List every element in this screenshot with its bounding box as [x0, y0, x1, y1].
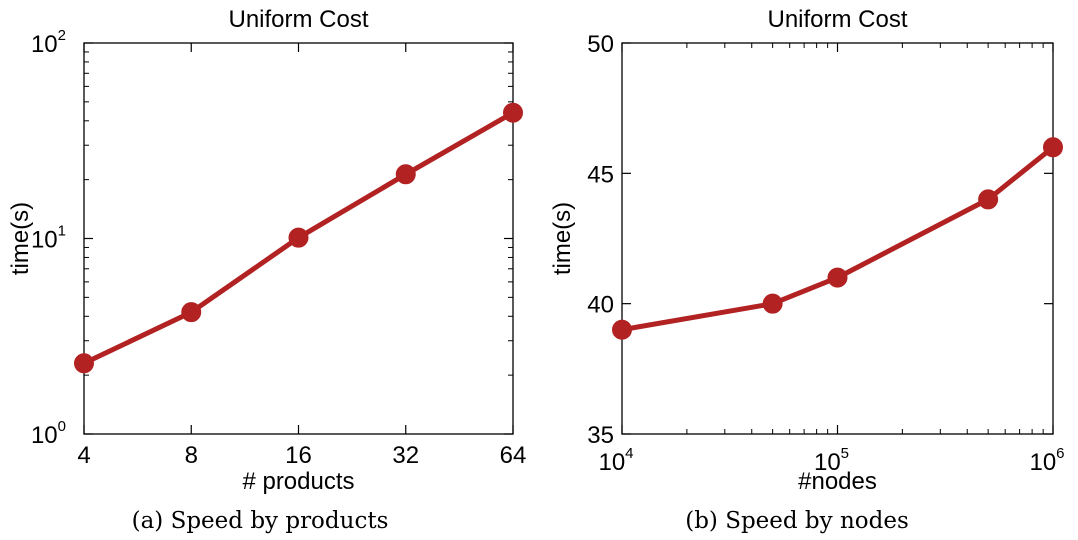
axes-box	[621, 42, 1054, 435]
caption-a: (a) Speed by products	[132, 508, 389, 534]
caption-b: (b) Speed by nodes	[685, 508, 909, 534]
x-tick-label: 16	[285, 442, 312, 469]
data-point	[181, 302, 202, 323]
y-tick-label: 40	[587, 292, 614, 319]
data-point	[827, 267, 848, 288]
y-tick-label: 101	[31, 223, 66, 254]
panel-b-speed-by-nodes: 104 105 106 35 40 45 50 Uniform Cost #nodes time(…	[549, 6, 1065, 495]
data-point	[762, 293, 783, 314]
y-axis-label: time(s)	[7, 202, 34, 275]
data-point	[978, 189, 999, 210]
x-tick-label: 104	[598, 445, 633, 476]
x-tick-label: 8	[185, 442, 198, 469]
x-tick-label: 64	[500, 442, 527, 469]
x-tick-label: 105	[814, 445, 849, 476]
y-axis-label: time(s)	[549, 202, 576, 275]
x-tick-label: 32	[392, 442, 419, 469]
x-axis-label: #nodes	[798, 468, 877, 495]
data-point	[503, 102, 523, 123]
chart-title: Uniform Cost	[767, 6, 907, 33]
y-tick-label: 50	[587, 31, 614, 58]
data-point	[288, 227, 309, 248]
y-tick-label: 35	[587, 422, 614, 449]
y-tick-label: 102	[31, 27, 66, 58]
data-point	[395, 164, 416, 185]
y-tick-label: 45	[587, 161, 614, 188]
panel-a-speed-by-products: 4 8 16 32 64 100 101 102 Uniform Cost # products t…	[7, 6, 526, 495]
data-point	[1043, 137, 1063, 158]
y-tick-label: 100	[31, 418, 66, 449]
x-tick-label: 106	[1029, 445, 1064, 476]
series-line	[619, 144, 1056, 333]
data-point	[74, 353, 94, 374]
chart-title: Uniform Cost	[228, 6, 368, 33]
data-point	[612, 319, 632, 340]
x-axis-label: # products	[242, 468, 354, 495]
x-tick-label: 4	[77, 442, 90, 469]
